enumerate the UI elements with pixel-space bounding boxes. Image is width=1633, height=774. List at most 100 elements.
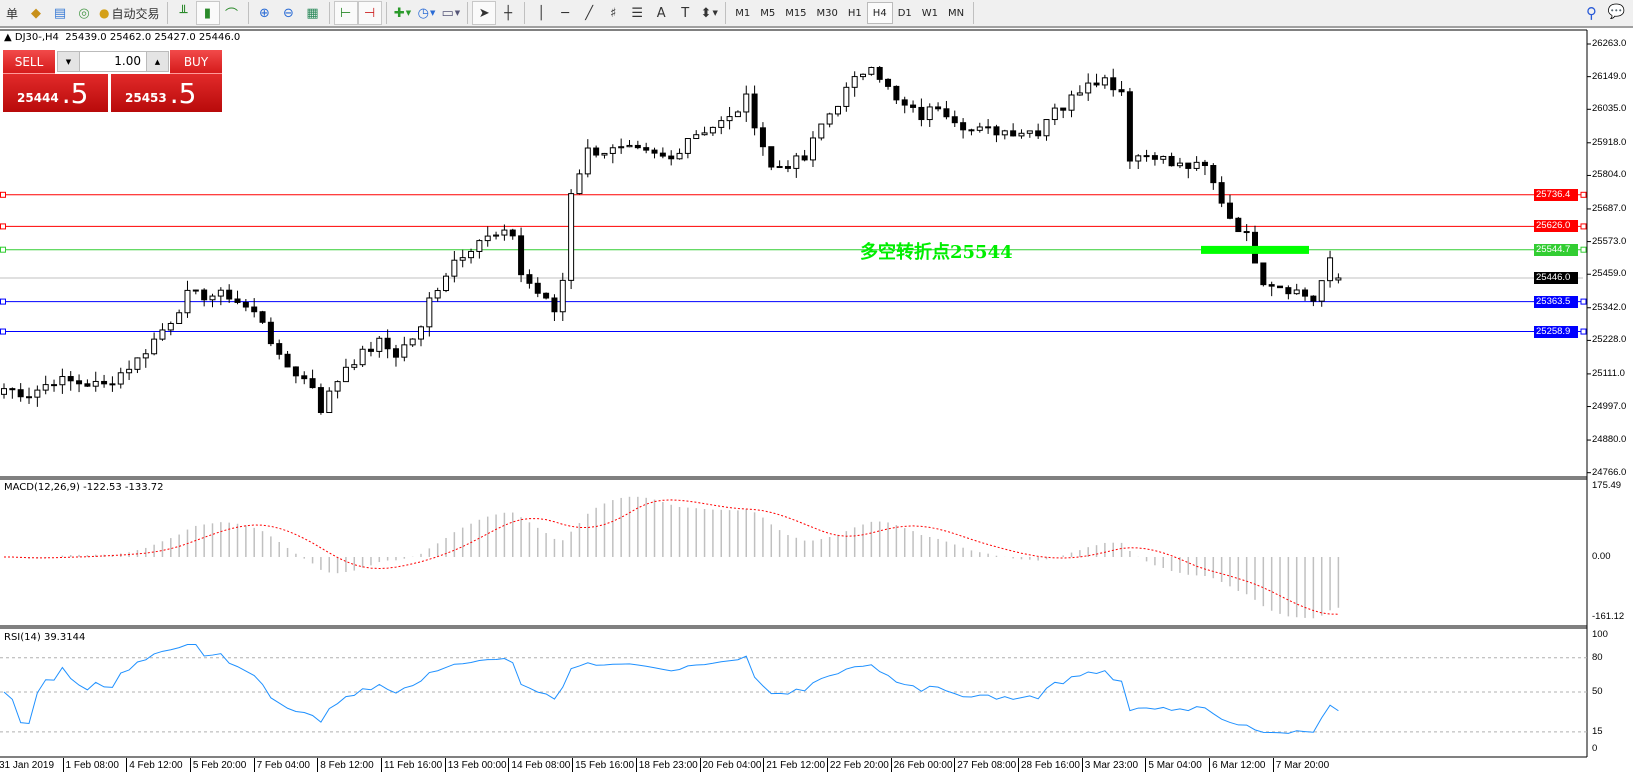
bear-candle [943, 108, 950, 118]
level-price-tag: 25544.7 [1534, 243, 1578, 256]
cursor-icon[interactable]: ➤ [472, 1, 497, 25]
time-axis-label: 7 Mar 20:00 [1272, 758, 1329, 772]
bull-candle [860, 73, 867, 78]
orders-menu-fragment[interactable]: 单 [5, 6, 18, 21]
timeframe-mn[interactable]: MN [948, 7, 965, 19]
bull-candle [926, 106, 933, 121]
level-price-tag: 25626.0 [1534, 220, 1578, 233]
timeframe-m30[interactable]: M30 [816, 7, 838, 19]
bull-candle [976, 126, 983, 131]
rsi-line [3, 644, 1339, 734]
sell-button[interactable]: SELL [3, 50, 55, 74]
market-watch-icon[interactable]: ◆ [31, 5, 41, 21]
search-icon[interactable]: ⚲ [1586, 4, 1597, 22]
zoom-in-icon[interactable]: ⊕ [259, 5, 270, 21]
tile-windows-icon[interactable]: ▦ [306, 5, 319, 21]
bull-candle [167, 322, 174, 331]
bull-candle [409, 338, 416, 346]
templates-icon[interactable]: ▭ ▼ [441, 5, 461, 21]
level-handle-right [1580, 298, 1587, 305]
crosshair-icon[interactable]: ┼ [504, 5, 513, 21]
text-icon[interactable]: A [656, 5, 666, 21]
lot-increase-button[interactable]: ▲ [146, 52, 168, 71]
lot-decrease-button[interactable]: ▼ [58, 52, 80, 71]
periods-icon[interactable]: ◷ ▼ [417, 5, 436, 21]
bull-candle [743, 93, 750, 113]
ohlc-open: 25439.0 [65, 32, 107, 43]
bull-candle [718, 120, 725, 128]
bear-candle [384, 337, 391, 350]
bear-candle [993, 126, 1000, 136]
pivot-annotation-text[interactable]: 多空转折点25544 [860, 242, 1013, 263]
timeframe-h1[interactable]: H1 [847, 7, 862, 19]
bull-candle [418, 326, 424, 340]
bear-candle [885, 78, 892, 87]
separator [973, 2, 975, 24]
bull-candle [476, 240, 483, 252]
timeframe-m15[interactable]: M15 [785, 7, 807, 19]
bear-candle [751, 93, 758, 129]
indicators-icon[interactable]: ✚ ▼ [393, 5, 412, 21]
autoscroll-icon[interactable]: ⊣ [357, 1, 382, 25]
chart-canvas[interactable] [0, 28, 1633, 772]
toolbar: 单 ◆ ▤ ◎ ● 自动交易 ╨ ▮ ⌒ ⊕ ⊖ ▦ ⊢ ⊣ ✚ ▼ ◷ ▼ ▭ ▼ ➤… [0, 0, 1633, 28]
buy-button[interactable]: BUY [170, 50, 222, 74]
bull-candle [326, 390, 333, 414]
bull-candle [1101, 77, 1108, 86]
chart-shift-icon[interactable]: ⊢ [333, 1, 358, 25]
bull-candle [401, 344, 408, 358]
line-chart-icon[interactable]: ⌒ [224, 7, 238, 23]
timeframe-w1[interactable]: W1 [921, 7, 938, 19]
candlestick-icon[interactable]: ▮ [195, 1, 220, 25]
bar-chart-icon[interactable]: ╨ [179, 5, 188, 21]
level-handle-right [1580, 246, 1587, 253]
timeframe-h4[interactable]: H4 [866, 2, 893, 24]
bear-candle [918, 106, 925, 121]
fibo-levels-icon[interactable]: ☰ [631, 5, 644, 21]
signals-icon[interactable]: ◎ [78, 5, 90, 21]
text-label-icon[interactable]: T [681, 5, 690, 21]
bull-candle [34, 389, 41, 398]
trendline-icon[interactable]: ╱ [585, 5, 594, 21]
bear-candle [292, 366, 299, 377]
arrows-icon[interactable]: ⬍ ▼ [700, 5, 718, 21]
sell-price-button[interactable]: 25444.5 [3, 74, 108, 112]
fibonacci-icon[interactable]: ♯ [610, 5, 617, 21]
bull-candle [985, 126, 992, 129]
vertical-line-icon[interactable]: │ [537, 5, 546, 21]
timeframe-m5[interactable]: M5 [760, 7, 776, 19]
bull-candle [59, 376, 66, 386]
time-axis-label: 22 Feb 20:00 [826, 758, 889, 772]
level-handle-left [0, 191, 6, 198]
bear-candle [1235, 217, 1242, 233]
bear-candle [768, 146, 775, 168]
bull-candle [459, 257, 466, 261]
level-handle-left [0, 246, 6, 253]
collapse-arrow-icon[interactable]: ▲ [4, 32, 15, 43]
bull-candle [192, 289, 199, 292]
navigator-icon[interactable]: ▤ [53, 5, 67, 21]
bull-candle [493, 234, 500, 237]
bear-candle [17, 389, 24, 398]
bull-candle [1051, 107, 1058, 121]
bear-candle [1185, 162, 1192, 169]
price-axis-label: 24766.0 [1592, 466, 1627, 478]
horizontal-line-icon[interactable]: ─ [561, 5, 570, 21]
time-axis-label: 15 Feb 16:00 [572, 758, 634, 772]
lot-size-input[interactable]: 1.00 [114, 54, 141, 68]
chat-icon[interactable]: 💬 [1607, 4, 1625, 20]
macd-signal-line [3, 499, 1339, 615]
bull-candle [126, 368, 133, 374]
bear-candle [367, 348, 374, 352]
zoom-out-icon[interactable]: ⊖ [283, 5, 294, 21]
rsi-axis-label: 50 [1592, 686, 1603, 697]
buy-price-button[interactable]: 25453.5 [111, 74, 222, 112]
timeframe-d1[interactable]: D1 [897, 7, 912, 19]
autotrading-button[interactable]: ● 自动交易 [96, 1, 163, 25]
bull-candle [626, 144, 633, 148]
bull-candle [1026, 130, 1033, 134]
separator [328, 2, 330, 24]
timeframe-m1[interactable]: M1 [735, 7, 751, 19]
bull-candle [843, 86, 850, 107]
bear-candle [643, 147, 650, 151]
